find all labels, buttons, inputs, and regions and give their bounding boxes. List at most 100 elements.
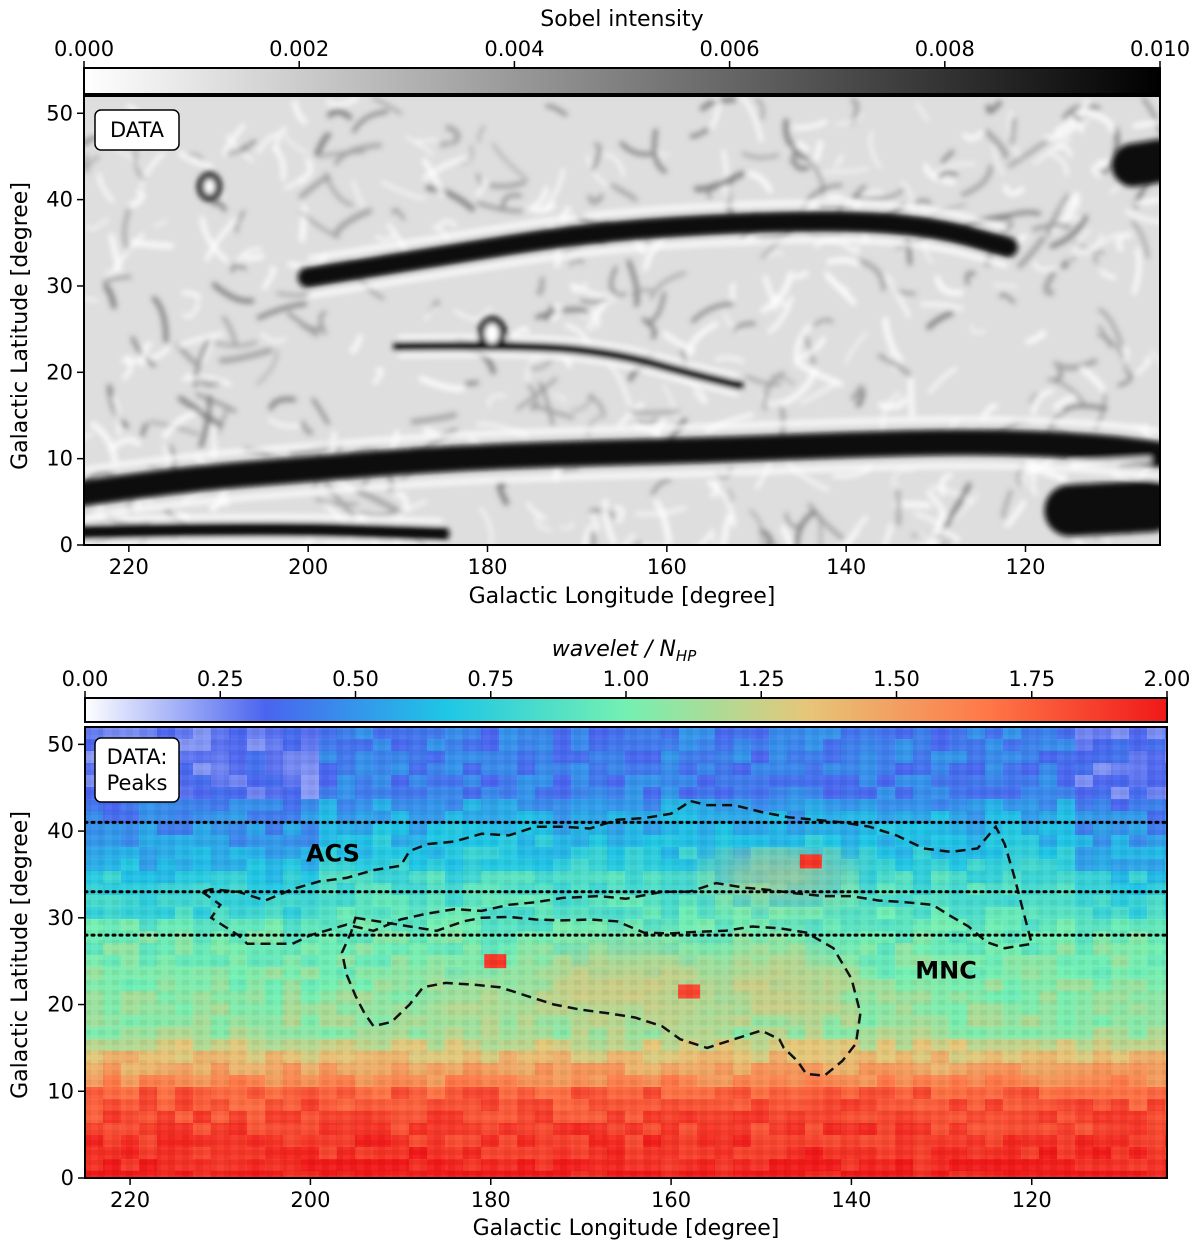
sobel-texture-stroke xyxy=(395,492,409,512)
sobel-texture-stroke xyxy=(1073,232,1120,256)
sobel-texture-stroke xyxy=(749,509,764,545)
sobel-texture-stroke xyxy=(642,234,667,272)
sobel-texture-stroke xyxy=(492,143,529,181)
wavelet-x-tick-label: 160 xyxy=(651,1188,691,1212)
sobel-texture-stroke xyxy=(745,375,782,386)
sobel-texture-stroke xyxy=(204,217,238,262)
sobel-texture-stroke xyxy=(723,313,741,333)
sobel-texture-stroke xyxy=(540,168,565,214)
wavelet-x-tick-label: 220 xyxy=(110,1188,150,1212)
sobel-texture-stroke xyxy=(84,153,88,170)
sobel-filament-edge xyxy=(84,514,443,524)
sobel-texture-stroke xyxy=(609,183,638,202)
sobel-texture-stroke xyxy=(997,210,1042,221)
sobel-texture-stroke xyxy=(939,472,953,496)
sobel-texture-stroke xyxy=(225,134,254,163)
sobel-texture-stroke xyxy=(177,332,224,348)
sobel-y-tick-label: 40 xyxy=(46,188,73,212)
sobel-image xyxy=(84,96,1160,545)
sobel-texture-stroke xyxy=(767,296,794,334)
sobel-texture-stroke xyxy=(1053,368,1063,381)
sobel-texture-stroke xyxy=(729,283,737,301)
sobel-texture-stroke xyxy=(630,409,680,415)
sobel-texture-stroke xyxy=(905,236,913,266)
sobel-dark-filament xyxy=(84,429,1160,507)
sobel-texture-stroke xyxy=(834,153,844,168)
sobel-texture-stroke xyxy=(590,529,596,545)
sobel-texture-stroke xyxy=(785,512,802,528)
sobel-texture-stroke xyxy=(1156,459,1160,464)
sobel-texture-stroke xyxy=(817,512,823,545)
sobel-texture-stroke xyxy=(587,394,606,415)
sobel-texture-stroke xyxy=(392,208,405,221)
sobel-x-tick-label: 120 xyxy=(1005,555,1045,579)
wavelet-region-label: MNC xyxy=(915,957,977,985)
sobel-texture-stroke xyxy=(86,155,100,174)
sobel-texture-stroke xyxy=(477,125,486,143)
sobel-texture-stroke xyxy=(478,306,493,325)
sobel-texture-stroke xyxy=(1098,325,1113,349)
sobel-texture-stroke xyxy=(437,219,458,229)
sobel-texture-stroke xyxy=(318,310,327,336)
sobel-texture-stroke xyxy=(570,282,619,301)
sobel-dark-filament xyxy=(1044,480,1160,537)
sobel-texture-stroke xyxy=(1141,97,1160,136)
sobel-x-tick-label: 180 xyxy=(467,555,507,579)
wavelet-colorbar-tick-label: 0.00 xyxy=(62,667,109,691)
sobel-texture-stroke xyxy=(151,296,169,344)
sobel-texture-stroke xyxy=(855,390,866,408)
sobel-texture-stroke xyxy=(315,497,359,506)
sobel-texture-stroke xyxy=(1122,345,1129,364)
sobel-texture-stroke xyxy=(580,292,627,304)
sobel-texture-stroke xyxy=(212,199,227,212)
sobel-texture-stroke xyxy=(1062,403,1108,413)
sobel-texture-stroke xyxy=(580,309,600,319)
sobel-texture-stroke xyxy=(650,478,671,495)
wavelet-y-ticks: 0 10 20 30 40 50 xyxy=(47,732,85,1190)
sobel-texture-stroke xyxy=(1033,261,1056,272)
sobel-texture-stroke xyxy=(139,341,153,367)
sobel-texture-stroke xyxy=(869,131,882,169)
sobel-texture-stroke xyxy=(786,462,831,492)
sobel-texture-stroke xyxy=(1098,308,1124,348)
sobel-texture-stroke xyxy=(590,142,601,172)
sobel-texture-stroke xyxy=(1004,499,1026,528)
wavelet-y-tick-label: 0 xyxy=(61,1166,74,1190)
sobel-texture-stroke xyxy=(276,290,310,297)
sobel-texture-stroke xyxy=(845,330,868,365)
sobel-texture-stroke xyxy=(1131,220,1150,259)
sobel-dark-filament xyxy=(84,522,450,541)
sobel-texture-stroke xyxy=(684,321,719,360)
sobel-texture-stroke xyxy=(106,384,129,429)
sobel-texture-stroke xyxy=(333,208,373,236)
sobel-texture-stroke xyxy=(590,513,600,533)
sobel-texture-stroke xyxy=(1124,209,1160,224)
sobel-texture-stroke xyxy=(236,247,263,264)
sobel-texture-stroke xyxy=(796,360,844,387)
sobel-texture-stroke xyxy=(1093,249,1105,265)
sobel-texture-stroke xyxy=(706,481,737,527)
sobel-texture-stroke xyxy=(794,270,810,280)
sobel-texture-stroke xyxy=(516,377,558,411)
sobel-texture-stroke xyxy=(754,97,765,121)
sobel-texture-stroke xyxy=(896,488,902,526)
sobel-texture-stroke xyxy=(319,149,366,158)
sobel-texture-stroke xyxy=(1031,388,1054,416)
sobel-texture-stroke xyxy=(108,437,142,452)
sobel-texture-stroke xyxy=(587,193,604,205)
sobel-colorbar-tick-label: 0.002 xyxy=(269,37,329,61)
sobel-texture-stroke xyxy=(1042,118,1082,141)
sobel-texture-stroke xyxy=(351,109,389,133)
sobel-texture-stroke xyxy=(297,157,314,185)
sobel-texture-stroke xyxy=(1084,232,1103,256)
sobel-texture-stroke xyxy=(181,290,201,301)
sobel-texture-stroke xyxy=(122,207,132,253)
sobel-texture-stroke xyxy=(622,533,636,545)
sobel-texture-stroke xyxy=(181,338,214,381)
sobel-texture-stroke xyxy=(256,132,279,154)
sobel-texture-stroke xyxy=(199,216,229,263)
sobel-texture-stroke xyxy=(1150,349,1160,364)
sobel-y-tick-label: 10 xyxy=(46,447,73,471)
sobel-texture-stroke xyxy=(739,96,764,143)
sobel-texture-stroke xyxy=(256,301,308,320)
